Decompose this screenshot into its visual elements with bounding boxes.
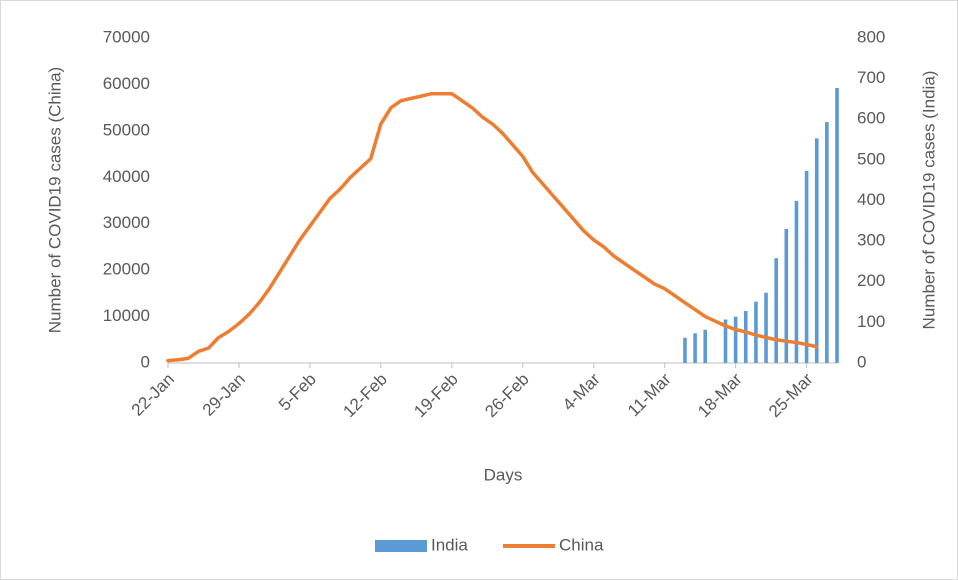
legend-label: India <box>431 535 468 554</box>
bar <box>804 170 809 363</box>
y2-tick-label: 700 <box>857 68 885 87</box>
y-tick-label: 70000 <box>103 27 150 46</box>
y2-tick-label: 100 <box>857 312 885 331</box>
y-tick-label: 0 <box>141 352 150 371</box>
y2-tick-label: 200 <box>857 271 885 290</box>
bar <box>764 292 768 363</box>
y-tick-label: 50000 <box>103 120 150 139</box>
legend-label: China <box>559 535 604 554</box>
bar <box>784 228 789 363</box>
y2-tick-label: 500 <box>857 149 885 168</box>
bar <box>794 200 799 363</box>
y-tick-label: 20000 <box>103 260 150 279</box>
bar <box>814 138 819 363</box>
y-tick-label: 10000 <box>103 306 150 325</box>
y2-tick-label: 300 <box>857 231 885 250</box>
y2-axis-title: Number of COVID19 cases (India) <box>919 71 938 330</box>
y-axis-title: Number of COVID19 cases (China) <box>45 67 64 333</box>
bar <box>825 122 829 363</box>
bar <box>733 316 738 363</box>
bar <box>774 258 778 363</box>
bar <box>703 329 708 363</box>
y2-tick-label: 400 <box>857 190 885 209</box>
legend-swatch <box>375 540 427 552</box>
y2-tick-label: 600 <box>857 109 885 128</box>
y-tick-label: 40000 <box>103 167 150 186</box>
y2-tick-label: 800 <box>857 27 885 46</box>
bar <box>723 319 728 363</box>
y-tick-label: 30000 <box>103 213 150 232</box>
line <box>166 91 819 363</box>
y2-tick-label: 0 <box>857 352 866 371</box>
bar <box>693 333 697 363</box>
bar <box>835 87 839 363</box>
bar <box>754 301 758 363</box>
x-axis-title: Days <box>484 465 523 484</box>
y-tick-label: 60000 <box>103 74 150 93</box>
bar <box>683 337 687 363</box>
bar <box>743 311 748 363</box>
